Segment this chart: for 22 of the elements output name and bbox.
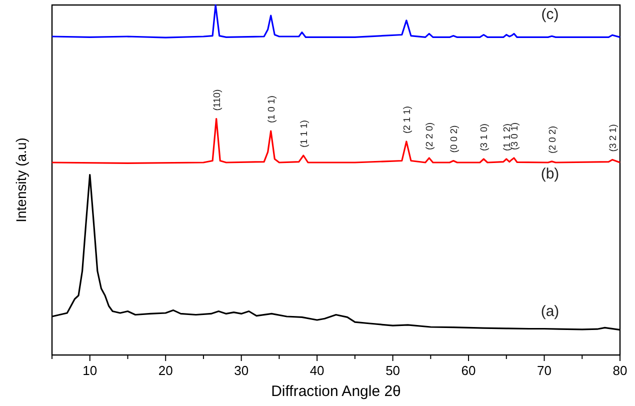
series-label: (c): [541, 6, 559, 24]
series-label: (b): [540, 166, 560, 182]
annotation: (0 0 2): [448, 125, 460, 153]
x-tick-label: 80: [612, 363, 628, 378]
annotation: (1 1 1): [298, 120, 310, 148]
annotation: (2 1 1): [402, 106, 413, 134]
x-tick-label: 30: [234, 363, 249, 378]
x-tick-label: 20: [158, 363, 173, 378]
annotation: (2 0 2): [547, 126, 558, 154]
annotation: (2 2 0): [424, 122, 436, 150]
annotation: (3 2 1): [608, 124, 619, 152]
y-axis-title: Intensity (a.u): [13, 138, 29, 222]
x-axis-title: Diffraction Angle 2θ: [271, 383, 401, 400]
x-tick-label: 40: [310, 363, 324, 378]
x-tick-label: 10: [82, 363, 98, 378]
series-label: (a): [540, 302, 560, 320]
x-tick-label: 60: [461, 363, 476, 378]
x-tick-label: 50: [386, 363, 400, 378]
x-tick-label: 70: [537, 363, 552, 378]
annotation: (3 1 0): [479, 124, 490, 151]
annotation: (1 0 1): [266, 96, 278, 123]
annotation: (110): [212, 89, 223, 111]
